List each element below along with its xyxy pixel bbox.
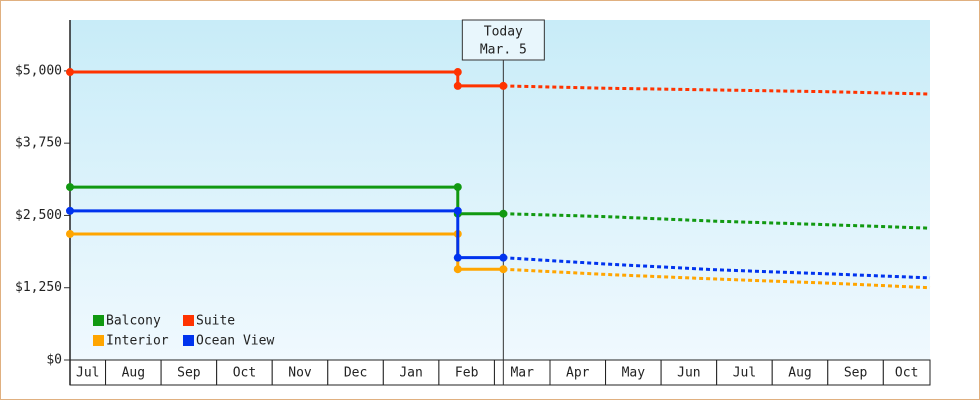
point xyxy=(499,81,508,90)
legend-label: Balcony xyxy=(106,314,161,329)
x-tick-label: Sep xyxy=(844,366,868,381)
y-tick-label: $5,000 xyxy=(15,63,62,78)
point xyxy=(499,253,508,262)
point xyxy=(453,81,462,90)
x-tick-label: Jul xyxy=(733,366,756,381)
point xyxy=(66,206,74,215)
x-tick-label: Aug xyxy=(788,366,811,381)
legend-swatch xyxy=(93,335,104,346)
series-line xyxy=(70,70,504,88)
month-box xyxy=(605,359,662,386)
x-tick-label: Dec xyxy=(344,366,367,381)
series-line xyxy=(70,209,504,260)
month-box xyxy=(660,359,718,386)
point xyxy=(453,253,462,262)
month-box xyxy=(549,359,607,386)
x-tick-label: May xyxy=(622,366,646,381)
legend-label: Interior xyxy=(106,334,169,349)
x-tick-label: Jul xyxy=(76,366,99,381)
today-label: Today xyxy=(484,25,523,40)
x-tick-label: Sep xyxy=(177,366,201,381)
y-tick-label: $1,250 xyxy=(15,280,62,295)
projection-line xyxy=(503,84,931,96)
month-box xyxy=(438,359,495,386)
series-line xyxy=(70,185,504,216)
month-box xyxy=(69,359,107,386)
x-tick-label: Oct xyxy=(895,366,918,381)
month-box xyxy=(271,359,329,386)
month-box xyxy=(771,359,829,386)
point xyxy=(66,229,74,238)
month-box xyxy=(716,359,773,386)
point xyxy=(453,68,462,77)
y-tick-label: $3,750 xyxy=(15,136,62,151)
projection-line xyxy=(503,267,931,290)
legend-swatch xyxy=(183,315,194,326)
point xyxy=(66,68,74,77)
month-box xyxy=(327,359,384,386)
legend-swatch xyxy=(93,315,104,326)
today-label: Mar. 5 xyxy=(480,43,527,58)
x-tick-label: Oct xyxy=(233,366,256,381)
month-box xyxy=(882,359,931,386)
y-tick-label: $0 xyxy=(46,353,62,368)
point xyxy=(453,265,462,274)
point xyxy=(499,209,508,218)
legend-swatch xyxy=(183,335,194,346)
y-tick-label: $2,500 xyxy=(15,208,62,223)
point xyxy=(66,183,74,192)
projection-line xyxy=(503,212,931,230)
x-tick-label: Mar xyxy=(510,366,534,381)
plot-area xyxy=(70,20,930,360)
month-box xyxy=(827,359,884,386)
month-box xyxy=(382,359,440,386)
x-tick-label: Apr xyxy=(566,366,590,381)
legend-label: Ocean View xyxy=(196,334,274,349)
point xyxy=(453,206,462,215)
point xyxy=(499,265,508,274)
point xyxy=(453,183,462,192)
x-tick-label: Aug xyxy=(122,366,145,381)
x-tick-label: Jan xyxy=(399,366,422,381)
today-box xyxy=(461,19,545,61)
x-tick-label: Feb xyxy=(455,366,479,381)
legend-label: Suite xyxy=(196,314,235,329)
projection-line xyxy=(503,256,931,280)
x-tick-label: Jun xyxy=(677,366,700,381)
x-tick-label: Nov xyxy=(288,366,312,381)
